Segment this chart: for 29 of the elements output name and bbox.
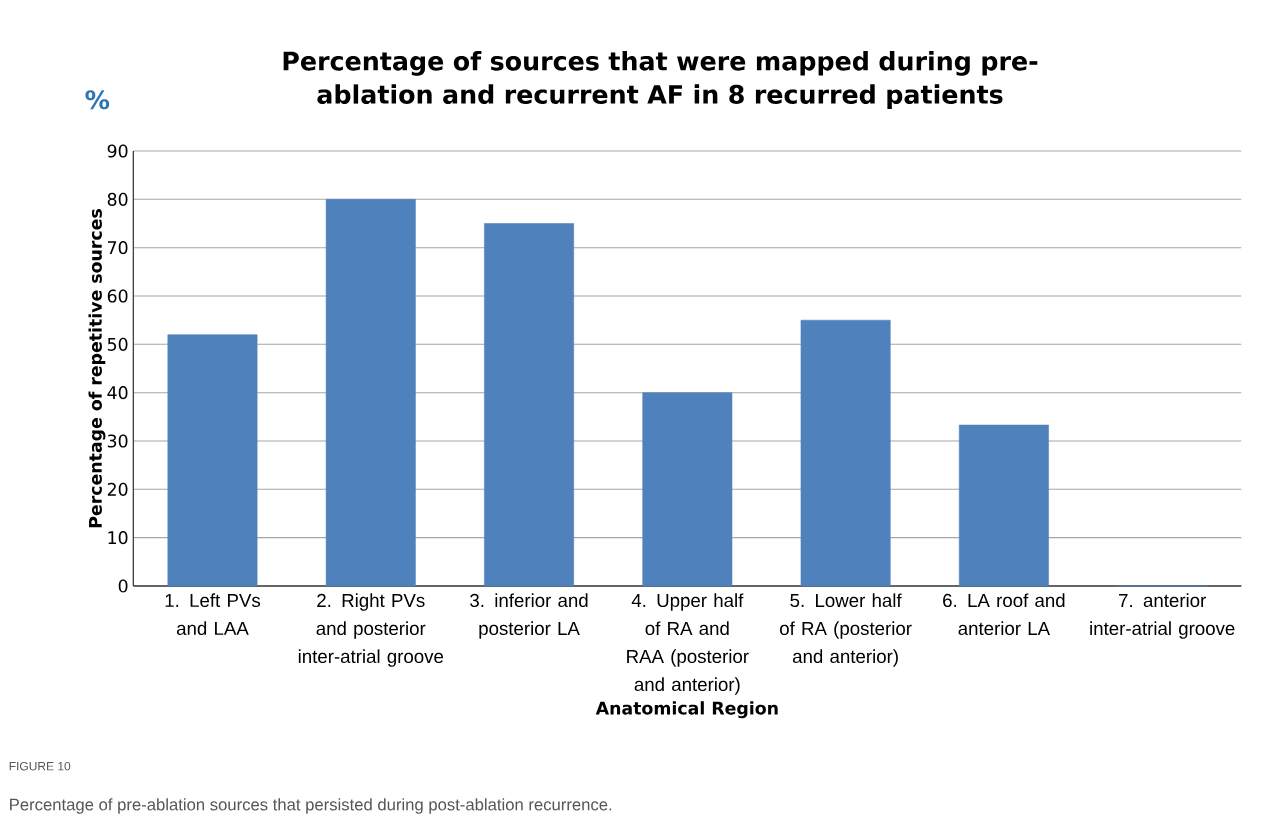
bar [958,424,1049,587]
y-tick-label: 20 [107,482,128,496]
x-tick-label: 2. Right PVs and posterior inter-atrial groove [298,593,444,667]
y-tick-label: 60 [107,289,128,303]
bar [484,223,574,587]
caption: FIGURE 10 [9,761,71,771]
x-axis-title: Anatomical Region [595,701,778,719]
x-tick-label: 7. anterior inter-atrial groove [1090,593,1235,639]
bar [167,334,258,587]
y-tick-label: 90 [107,144,128,158]
y-tick-label: 80 [107,192,128,206]
x-tick-label: 4. Upper half of RA and RAA (posterior and anterior) [627,593,749,695]
y-tick-label: 40 [107,386,128,400]
y-tick-label: 70 [108,241,128,255]
y-tick-label: 50 [107,337,128,351]
chart-title: Percentage of sources that were mapped during pre-ablation and recurrent AF in 8 recurred patients [283,51,1038,109]
text: Percentage of pre-ablation sources that persisted during post-ablation recurrence. [10,798,612,814]
text: % [85,90,110,110]
bar [800,319,891,587]
x-tick-label: 3. inferior and posterior LA [470,593,588,639]
bar [642,392,733,587]
bar [325,199,416,587]
y-tick-label: 30 [107,434,128,448]
y-axis-title: Percentage of repetitive sources [88,209,106,528]
y-tick-label: 10 [108,531,128,545]
y-tick-label: 0 [118,579,128,593]
x-tick-label: 5. Lower half of RA (posterior and anterior) [780,593,912,667]
x-tick-label: 1. Left PVs and LAA [165,593,261,636]
x-tick-label: 6. LA roof and anterior LA [943,593,1065,636]
